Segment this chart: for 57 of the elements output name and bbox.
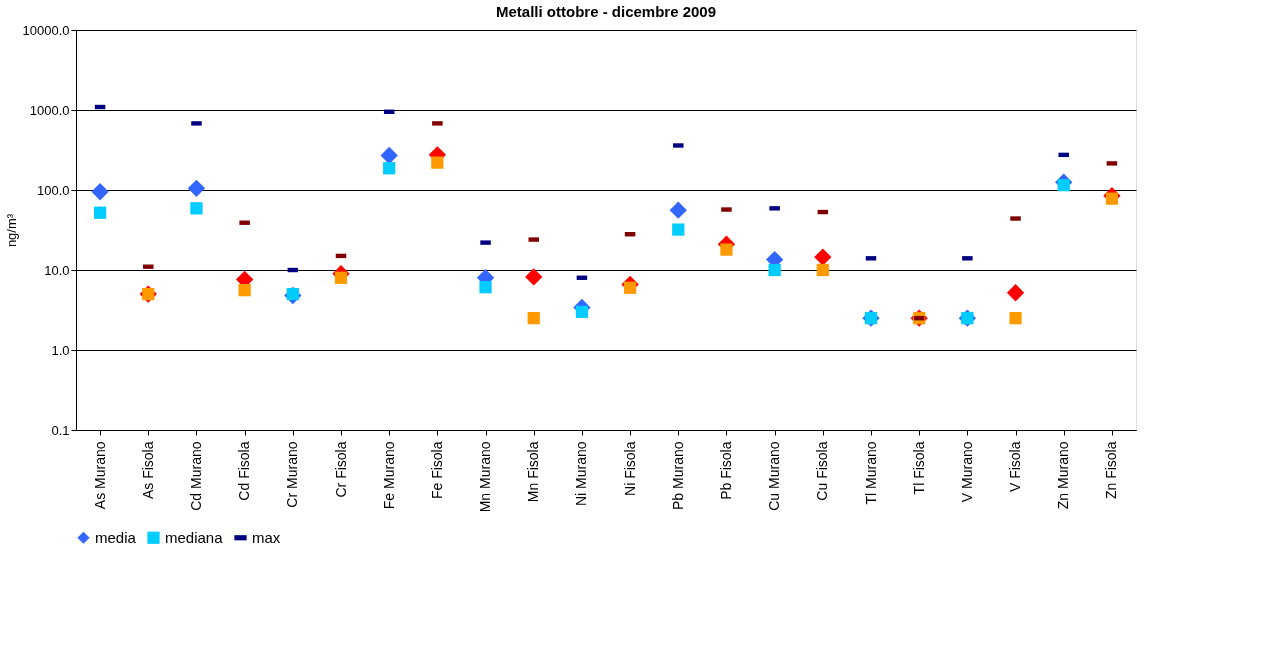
x-tick-label: As Fisola: [139, 441, 156, 500]
y-tick-label: 0.1: [51, 422, 70, 438]
x-tick-label: Ni Fisola: [621, 441, 638, 496]
y-tick-label: 10.0: [44, 262, 70, 278]
x-tick-label: Cr Fisola: [332, 441, 349, 498]
x-tick-label: V Fisola: [1007, 441, 1024, 493]
point: [816, 263, 829, 277]
point: [1057, 179, 1070, 192]
point: [814, 248, 832, 266]
x-tick-label: Zn Murano: [1055, 441, 1072, 510]
x-tick-label: Mn Murano: [477, 441, 494, 513]
point: [93, 206, 107, 219]
point: [431, 156, 444, 169]
point: [190, 202, 203, 215]
point: [768, 263, 781, 277]
legend-label: max: [252, 528, 281, 546]
x-tick-label: Cr Murano: [284, 441, 301, 508]
x-tick-label: Fe Murano: [380, 441, 397, 510]
point: [380, 146, 398, 165]
x-tick-label: Tl Murano: [862, 441, 879, 505]
x-tick-label: Zn Fisola: [1103, 441, 1120, 500]
x-tick-label: Pb Murano: [669, 441, 686, 510]
point: [238, 284, 251, 297]
point: [383, 162, 396, 175]
point: [1105, 192, 1119, 205]
legend-label: mediana: [165, 528, 224, 546]
x-tick-label: Cd Murano: [187, 441, 204, 511]
x-tick-label: Fe Fisola: [428, 441, 445, 500]
x-tick-label: Cu Fisola: [814, 441, 831, 501]
x-tick-label: Cd Fisola: [236, 441, 253, 501]
point: [669, 201, 687, 219]
point: [623, 281, 637, 294]
x-tick-label: Pb Fisola: [717, 441, 734, 500]
point: [575, 305, 589, 318]
point: [1009, 312, 1022, 325]
y-tick-label: 1000.0: [29, 102, 70, 118]
x-tick-label: Cu Murano: [766, 441, 783, 511]
x-tick-label: Tl Fisola: [910, 441, 927, 495]
point: [91, 183, 109, 201]
point: [527, 312, 540, 325]
point: [1006, 284, 1025, 302]
chart-title: Metalli ottobre - dicembre 2009: [495, 3, 717, 20]
x-tick-label: As Murano: [91, 441, 108, 510]
point: [525, 268, 543, 286]
y-tick-label: 1.0: [51, 342, 70, 358]
x-tick-label: Ni Murano: [573, 441, 590, 507]
point: [334, 271, 348, 284]
y-axis-title: ng/m³: [3, 213, 19, 248]
point: [720, 243, 733, 256]
point: [187, 179, 206, 197]
legend-label: media: [95, 528, 137, 546]
x-tick-label: V Murano: [958, 441, 975, 503]
y-tick-label: 100.0: [36, 182, 70, 198]
point: [479, 281, 492, 294]
x-tick-label: Mn Fisola: [525, 441, 542, 503]
y-tick-label: 10000.0: [22, 22, 70, 38]
point: [672, 223, 685, 236]
